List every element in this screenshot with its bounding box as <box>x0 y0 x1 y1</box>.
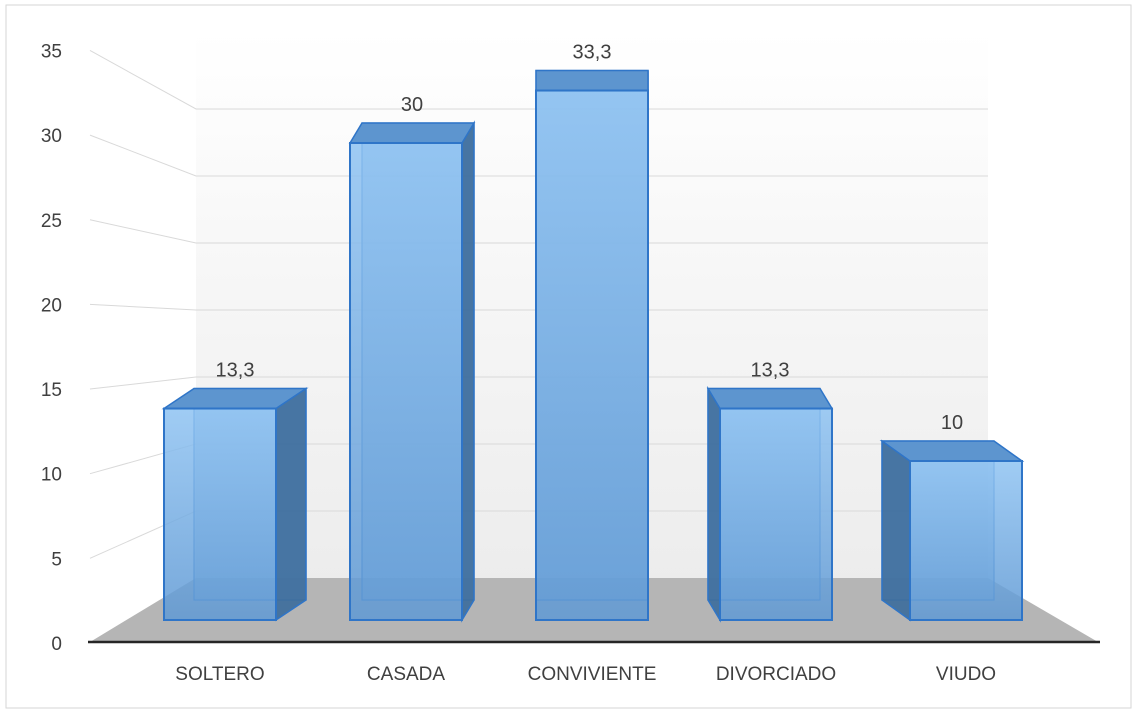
gridline <box>89 376 988 390</box>
bars <box>161 69 1025 623</box>
bar-front-face <box>349 142 463 621</box>
gridline <box>89 134 988 177</box>
y-tick-label: 10 <box>41 465 62 486</box>
bar <box>706 385 834 623</box>
y-axis-tick-labels: 0 5 10 15 20 25 30 35 <box>41 41 62 655</box>
bar-side-face <box>275 387 307 622</box>
data-label: 33,3 <box>573 42 612 64</box>
x-tick-label: DIVORCIADO <box>716 664 836 685</box>
bar <box>161 387 309 622</box>
bar-front-face <box>909 460 1023 621</box>
x-tick-label: VIUDO <box>936 664 996 685</box>
y-tick-label: 35 <box>41 41 62 62</box>
data-label: 13,3 <box>216 360 255 382</box>
y-tick-label: 15 <box>41 380 62 401</box>
y-tick-label: 30 <box>41 126 62 147</box>
y-tick-label: 25 <box>41 211 62 232</box>
bar-side-face <box>707 385 721 623</box>
bar-front-face <box>163 407 277 621</box>
gridline <box>89 50 988 110</box>
bar <box>535 69 649 621</box>
y-tick-label: 5 <box>51 549 62 570</box>
bar-side-face <box>461 120 475 623</box>
data-label: 30 <box>401 94 423 116</box>
bar-top-face <box>535 69 649 92</box>
data-label: 13,3 <box>751 360 790 382</box>
x-tick-label: SOLTERO <box>175 664 264 685</box>
data-labels: 13,3 30 33,3 13,3 10 <box>216 42 964 434</box>
x-tick-label: CONVIVIENTE <box>528 664 657 685</box>
bar-top-face <box>348 122 476 144</box>
gridline <box>89 303 988 311</box>
bar <box>879 439 1025 622</box>
bar-top-face <box>706 387 834 410</box>
bar-front-face <box>719 407 833 621</box>
bar <box>348 120 476 623</box>
y-tick-label: 20 <box>41 295 62 316</box>
gridline <box>89 219 988 244</box>
y-tick-label: 0 <box>51 634 62 655</box>
data-label: 10 <box>941 412 963 434</box>
x-tick-label: CASADA <box>367 664 445 685</box>
bar-front-face <box>535 89 649 621</box>
bar-side-face <box>881 439 911 622</box>
x-axis-tick-labels: SOLTERO CASADA CONVIVIENTE DIVORCIADO VIUDO <box>175 664 996 685</box>
